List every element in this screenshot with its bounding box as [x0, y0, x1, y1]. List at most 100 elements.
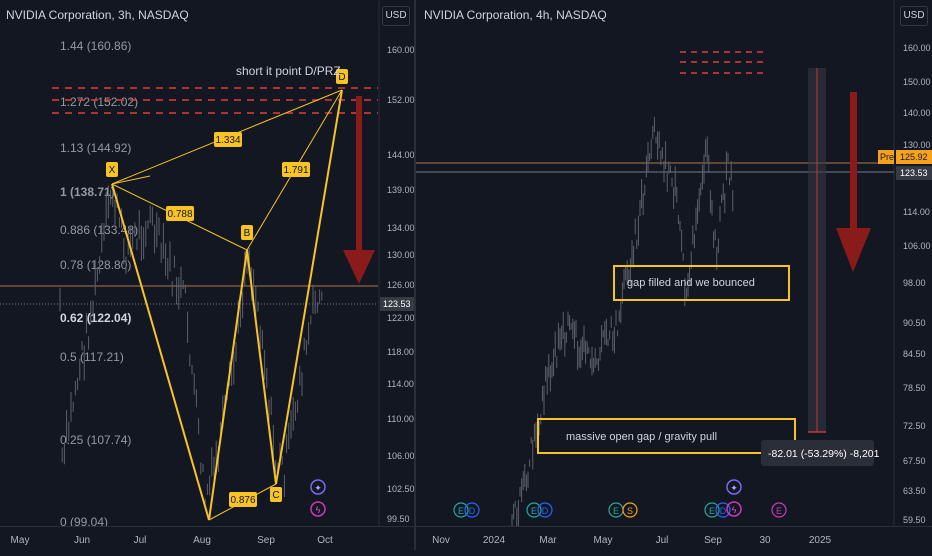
- ratio-xd-label-bg: [214, 132, 242, 147]
- event-marker-label: D: [542, 506, 549, 516]
- point-c-label-bg: [270, 487, 282, 502]
- event-marker-label: S: [627, 506, 633, 516]
- right-candles: [511, 116, 734, 526]
- right-price-tick: 106.00: [903, 241, 931, 251]
- right-price-tick: 160.00: [903, 43, 931, 53]
- event-marker-label: D: [720, 506, 727, 516]
- right-price-tick: 150.00: [903, 77, 931, 87]
- right-currency-button[interactable]: USD: [900, 6, 928, 26]
- right-price-tick: 59.50: [903, 515, 926, 525]
- left-price-tick: 134.00: [387, 223, 414, 233]
- left-price-tick: 102.50: [387, 484, 414, 494]
- right-current-price-bg: [896, 166, 932, 180]
- fib-level-label: 1 (138.71): [60, 185, 115, 199]
- left-currency-button[interactable]: USD: [382, 6, 410, 26]
- point-b-label: B: [244, 228, 251, 239]
- left-time-label: Sep: [257, 535, 275, 546]
- right-price-tick: 78.50: [903, 383, 926, 393]
- point-c-label: C: [272, 490, 279, 501]
- pre-price: 125.92: [900, 152, 928, 162]
- left-price-axis-bg: [379, 0, 414, 526]
- bolt-icon: ✦: [314, 483, 322, 493]
- right-time-label: 30: [759, 535, 771, 546]
- fib-level-label: 0.25 (107.74): [60, 433, 131, 447]
- measure-tooltip-text: -82.01 (-53.29%) -8,201: [768, 448, 880, 460]
- event-marker-icon: [704, 502, 720, 518]
- event-marker-label: D: [469, 506, 476, 516]
- point-x-label-bg: [106, 162, 118, 177]
- left-price-tick: 118.00: [387, 347, 414, 357]
- event-marker-label: E: [458, 506, 464, 516]
- event-lightning-icon: [310, 501, 326, 517]
- left-time-label: May: [11, 535, 30, 546]
- right-time-label: Mar: [539, 535, 557, 546]
- harmonic-ratio-line: [111, 175, 151, 185]
- gap-filled-box: [613, 265, 790, 301]
- ratio-ac-label-bg: [229, 492, 257, 507]
- right-time-label: 2024: [483, 535, 506, 546]
- fib-level-label: 0 (99.04): [60, 515, 108, 526]
- fib-level-label: 0.886 (133.48): [60, 223, 138, 237]
- right-bolt-icon: ✦: [730, 483, 738, 493]
- pre-label-bg: [878, 150, 894, 164]
- pre-price-bg: [896, 150, 932, 164]
- pane-divider[interactable]: [414, 0, 416, 550]
- ratio-xb-label: 0.788: [167, 209, 192, 220]
- right-time-label: Sep: [704, 535, 722, 546]
- left-price-tick: 144.00: [387, 150, 414, 160]
- harmonic-leg: [208, 249, 248, 521]
- point-d-label-bg: [336, 69, 348, 84]
- right-event-lightning-icon: [726, 501, 742, 517]
- event-marker-icon: [715, 502, 731, 518]
- left-time-label: Jul: [134, 535, 147, 546]
- down-arrow-head: [343, 250, 375, 284]
- right-time-label: 2025: [809, 535, 832, 546]
- open-gap-text: massive open gap / gravity pull: [566, 431, 717, 443]
- gap-filled-text: gap filled and we bounced: [627, 277, 755, 289]
- pre-label: Pre: [880, 152, 894, 162]
- left-chart-pane[interactable]: 160.00 152.00 144.00 139.00 134.00 130.00 126.…: [0, 0, 414, 526]
- left-price-tick: 126.00: [387, 280, 414, 290]
- ratio-bd-label: 1.791: [283, 165, 308, 176]
- event-marker-icon: [464, 502, 480, 518]
- left-candles: [59, 185, 323, 510]
- left-price-tick: 160.00: [387, 45, 414, 55]
- ratio-xd-label: 1.334: [215, 135, 240, 146]
- left-chart-title: NVIDIA Corporation, 3h, NASDAQ: [6, 8, 189, 22]
- event-bolt-icon: [310, 479, 326, 495]
- left-time-axis[interactable]: May Jun Jul Aug Sep Oct: [0, 526, 414, 551]
- fib-level-label: 1.13 (144.92): [60, 141, 131, 155]
- left-chart-canvas[interactable]: 160.00 152.00 144.00 139.00 134.00 130.00 126.…: [0, 0, 414, 526]
- ratio-bd-label-bg: [282, 162, 310, 177]
- right-down-arrow-shaft: [850, 92, 857, 242]
- right-down-arrow-head: [836, 228, 871, 272]
- harmonic-leg: [246, 249, 277, 485]
- right-price-tick: 72.50: [903, 421, 926, 431]
- right-time-label: May: [594, 535, 613, 546]
- right-price-tick: 130.00: [903, 140, 931, 150]
- ratio-xb-label-bg: [166, 206, 194, 221]
- left-price-tick: 114.00: [387, 379, 414, 389]
- lightning-icon: ϟ: [316, 505, 321, 515]
- right-price-tick: 67.50: [903, 456, 926, 466]
- event-marker-icon: [537, 502, 553, 518]
- harmonic-leg: [275, 89, 343, 485]
- right-price-tick: 114.00: [903, 207, 930, 217]
- event-marker-label: E: [531, 506, 537, 516]
- left-price-tick: 110.00: [387, 414, 414, 424]
- right-time-label: Nov: [432, 535, 450, 546]
- right-price-tick: 140.00: [903, 108, 931, 118]
- right-chart-canvas[interactable]: 160.00 150.00 140.00 130.00 114.00 106.00 98.0…: [416, 0, 932, 526]
- point-d-label: D: [338, 72, 345, 83]
- fib-level-label: 1.44 (160.86): [60, 39, 131, 53]
- fib-level-label: 1.272 (152.02): [60, 95, 138, 109]
- left-time-label: Aug: [193, 535, 211, 546]
- event-marker-label: E: [613, 506, 619, 516]
- right-price-tick: 98.00: [903, 278, 926, 288]
- right-chart-pane[interactable]: 160.00 150.00 140.00 130.00 114.00 106.00 98.0…: [416, 0, 932, 526]
- harmonic-leg: [111, 183, 210, 521]
- event-marker-label: E: [776, 506, 782, 516]
- left-price-tick: 152.00: [387, 95, 414, 105]
- right-time-axis[interactable]: Nov 2024 Mar May Jul Sep 30 2025: [416, 526, 932, 551]
- event-marker-icon: [453, 502, 469, 518]
